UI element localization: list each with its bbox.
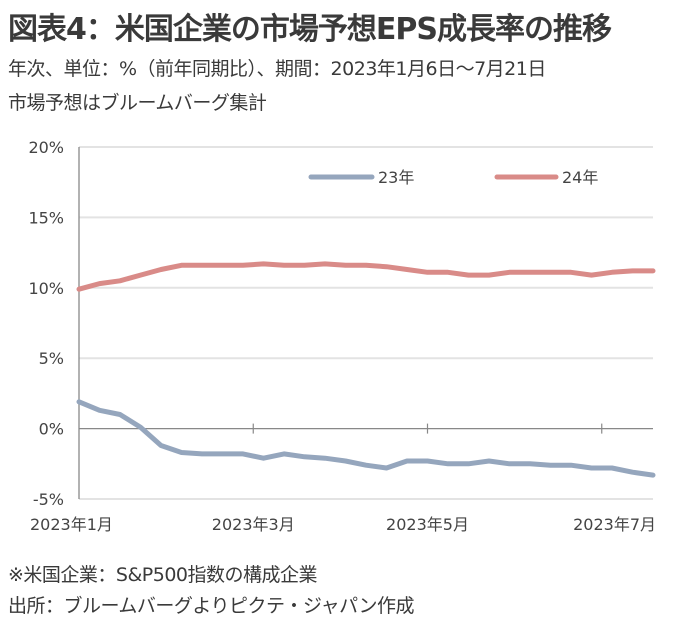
y-tick-label: 15%: [28, 208, 64, 227]
y-tick-label: -5%: [33, 490, 64, 509]
x-axis-ticks: 2023年1月 2023年3月 2023年5月 2023年7月: [30, 515, 656, 534]
x-tick-label: 2023年3月: [212, 515, 295, 534]
legend-label: 24年: [562, 168, 598, 187]
series-line-24年: [76, 261, 656, 292]
y-axis-ticks: 20% 15% 10% 5% 0% -5%: [28, 138, 64, 509]
legend: 23年 24年: [308, 168, 598, 187]
x-tick-label: 2023年5月: [386, 515, 469, 534]
chart-title: 図表4：米国企業の市場予想EPS成長率の推移: [8, 12, 612, 47]
x-tick-label: 2023年1月: [30, 515, 113, 534]
y-tick-label: 20%: [28, 138, 64, 157]
footnote: ※米国企業：S&P500指数の構成企業: [8, 564, 318, 586]
series-line-23年: [76, 399, 656, 478]
chart-subtitle-source-note: 市場予想はブルームバーグ集計: [8, 92, 267, 114]
x-tick-label: 2023年7月: [573, 515, 656, 534]
series-lines: [76, 261, 656, 478]
legend-label: 23年: [378, 168, 414, 187]
gridlines: [79, 146, 653, 500]
source-note: 出所：ブルームバーグよりピクテ・ジャパン作成: [8, 595, 415, 617]
y-tick-label: 10%: [28, 279, 64, 298]
y-tick-label: 5%: [39, 349, 64, 368]
line-chart: 20%15%10%5%0%-5% 2023年1月 2023年3月 2023年5月 20…: [28, 138, 656, 534]
y-tick-label: 0%: [39, 420, 64, 439]
chart-subtitle: 年次、単位：%（前年同期比）、期間：2023年1月6日～7月21日: [8, 58, 546, 80]
axes: [78, 147, 653, 499]
